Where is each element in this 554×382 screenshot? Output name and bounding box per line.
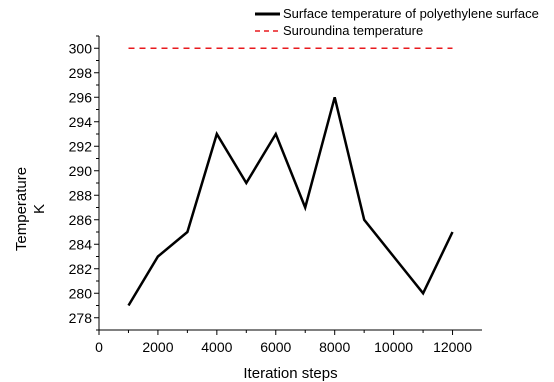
y-tick-label: 284: [69, 236, 93, 252]
y-axis-title-line2: K: [31, 204, 48, 214]
y-axis-title: Temperature K: [13, 167, 48, 251]
series-layer: [127, 47, 454, 307]
x-tick-label: 8000: [319, 339, 350, 355]
legend-label: Suroundina temperature: [283, 23, 423, 38]
x-tick-label: 0: [95, 339, 103, 355]
x-ticks: 0 2000 4000 6000 8000 10000 12000: [95, 330, 472, 355]
y-tick-label: 300: [69, 40, 93, 56]
y-tick-label: 292: [69, 138, 93, 154]
y-tick-label: 278: [69, 310, 93, 326]
y-ticks: 278 280 282 284 286 288 290 292 294 296 298 300: [69, 35, 99, 331]
y-tick-label: 282: [69, 261, 93, 277]
y-tick-label: 290: [69, 163, 93, 179]
axes: [98, 36, 482, 331]
y-tick-label: 294: [69, 114, 93, 130]
x-axis-title: Iteration steps: [243, 365, 337, 382]
legend: Surface temperature of polyethylene surf…: [255, 6, 539, 38]
x-tick-label: 4000: [201, 339, 232, 355]
y-tick-label: 288: [69, 187, 93, 203]
y-tick-label: 286: [69, 212, 93, 228]
y-tick-label: 280: [69, 285, 93, 301]
series-line-surface-temperature: [127, 96, 454, 307]
y-axis-title-line1: Temperature: [13, 167, 30, 251]
x-tick-label: 6000: [260, 339, 291, 355]
legend-label: Surface temperature of polyethylene surf…: [283, 6, 539, 21]
x-tick-label: 10000: [374, 339, 413, 355]
y-tick-label: 296: [69, 89, 93, 105]
x-tick-label: 12000: [433, 339, 472, 355]
x-tick-label: 2000: [142, 339, 173, 355]
y-tick-label: 298: [69, 65, 93, 81]
